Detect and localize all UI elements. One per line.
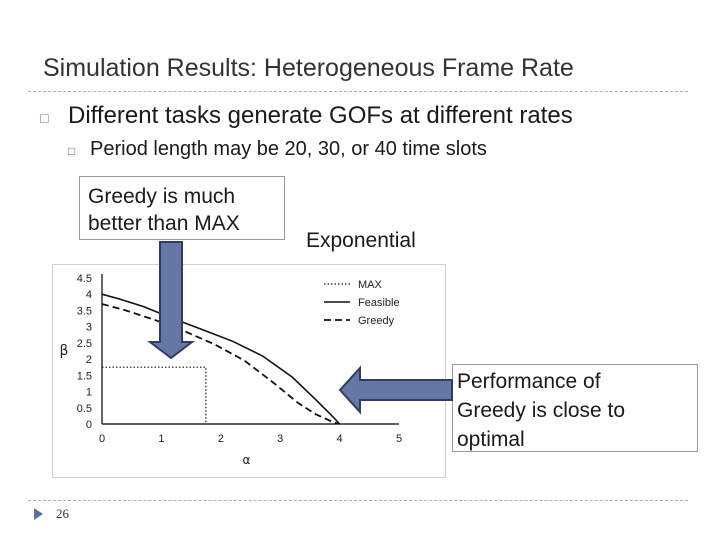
callout-greedy-line-1: Greedy is much [88,185,236,208]
y-tick-label: 1.5 [77,370,92,382]
bullet-level-2-text: Period length may be 20, 30, or 40 time … [90,138,487,160]
legend-label-feasible: Feasible [358,297,400,309]
y-tick-label: 1 [86,387,92,399]
down-arrow [147,241,195,360]
callout-exponential: Exponential [306,229,416,252]
y-tick-label: 0 [86,419,92,431]
legend-label-greedy: Greedy [358,315,395,327]
series-line-greedy [101,303,340,425]
callout-greedy-vs-max: Greedy is much better than MAX [79,176,285,240]
left-arrow [338,365,453,415]
y-tick-label: 4.5 [77,273,92,285]
page-marker-icon [34,508,43,520]
footer-divider [28,500,688,501]
y-tick-label: 3.5 [77,305,92,317]
x-tick-label: 5 [396,433,402,445]
series-line-feasible [101,293,341,425]
callout-greedy-line-2: better than MAX [88,212,240,235]
callout-performance-line-2: Greedy is close to [457,399,626,422]
x-tick-label: 3 [277,433,283,445]
y-tick-label: 2 [86,354,92,366]
y-tick-label: 2.5 [77,338,92,350]
callout-performance-line-1: Performance of [457,370,601,393]
x-axis-label: α [243,453,251,467]
y-tick-label: 3 [86,322,92,334]
bullet-level-1-text: Different tasks generate GOFs at differe… [68,102,573,129]
y-tick-label: 0.5 [77,403,92,415]
beta-alpha-chart: 0 0.5 1 1.5 2 2.5 3 3.5 4 4.5 0 1 2 3 4 5 α β MAX Feasible G… [60,273,403,467]
x-tick-label: 0 [99,433,105,445]
x-tick-label: 1 [158,433,164,445]
bullet-level-1: □ Different tasks generate GOFs at differ… [40,102,573,130]
callout-performance: Performance of Greedy is close to optima… [452,364,698,452]
square-bullet-icon: □ [68,144,76,158]
title-divider [28,91,688,92]
x-tick-label: 2 [218,433,224,445]
page-number: 26 [56,506,69,521]
callout-performance-line-3: optimal [457,428,525,451]
bullet-level-2: □ Period length may be 20, 30, or 40 time… [68,138,487,161]
legend-label-max: MAX [358,279,383,291]
y-axis-label: β [60,343,69,359]
square-bullet-icon: □ [40,110,49,126]
y-tick-label: 4 [86,289,92,301]
chart-frame [52,264,446,478]
slide-title: Simulation Results: Heterogeneous Frame … [43,54,574,82]
x-tick-label: 4 [337,433,343,445]
